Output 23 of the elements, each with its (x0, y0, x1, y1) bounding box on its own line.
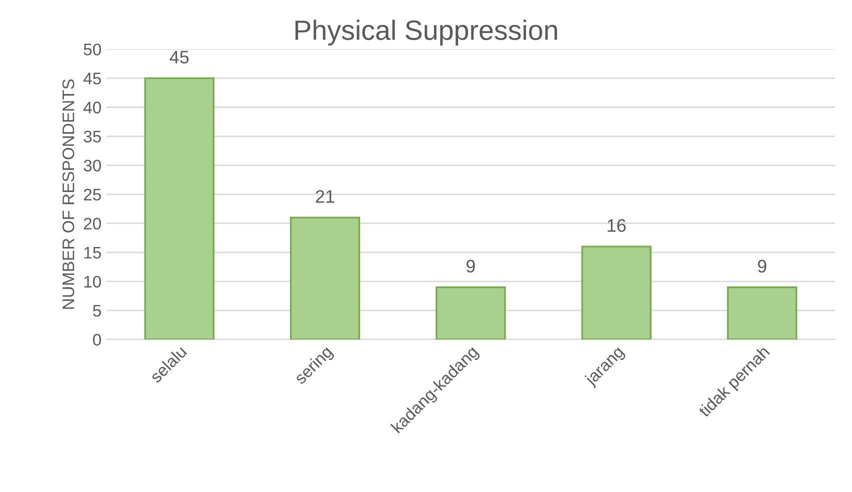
y-tick-label: 30 (84, 160, 101, 172)
y-tick-label: 45 (83, 72, 101, 84)
bar (581, 246, 652, 340)
y-tick-label: 15 (84, 246, 101, 259)
y-tick-label: 40 (83, 102, 101, 114)
chart-title: Physical Suppression (296, 20, 557, 46)
bar (727, 286, 798, 340)
y-axis-title: NUMBER OF RESPONDENTS (62, 79, 74, 309)
y-tick-label: 25 (84, 188, 101, 201)
y-tick-label: 20 (84, 218, 101, 230)
y-tick-label: 0 (93, 334, 101, 346)
data-label: 16 (608, 219, 626, 232)
data-label: 9 (758, 260, 766, 273)
y-tick-label: 35 (84, 130, 101, 142)
y-tick-label: 50 (84, 44, 101, 56)
bar (290, 216, 360, 340)
bar (144, 77, 214, 340)
y-tick-label: 5 (93, 305, 101, 317)
y-tick-label: 10 (84, 276, 101, 288)
data-label: 21 (316, 190, 334, 203)
data-label: 9 (466, 260, 475, 273)
data-label: 45 (170, 50, 189, 64)
bar (436, 286, 506, 340)
